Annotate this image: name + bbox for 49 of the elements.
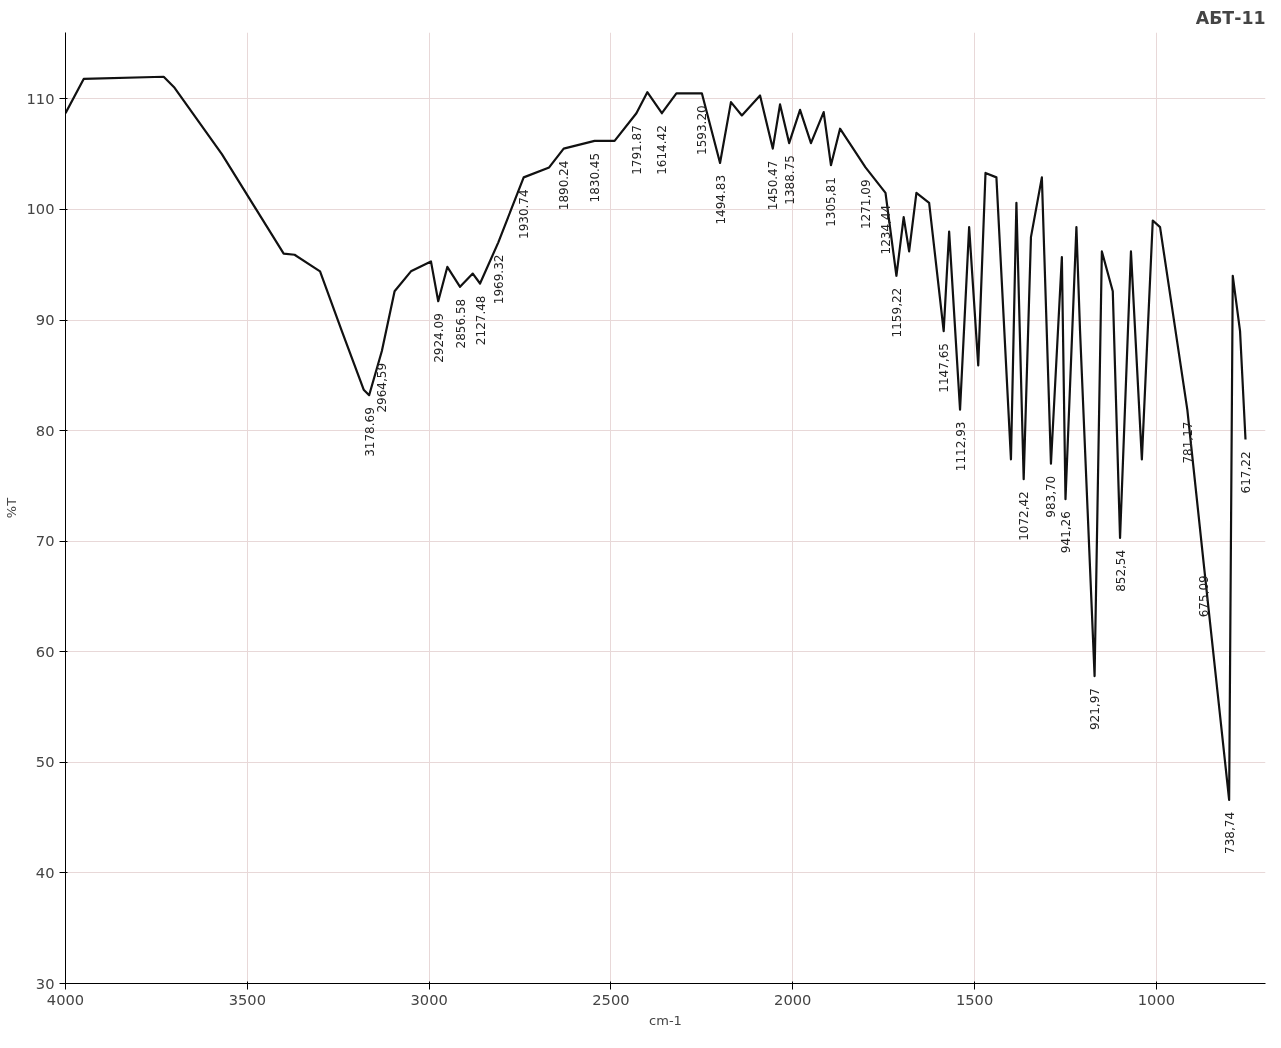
annotation: 941,26 <box>1059 511 1073 554</box>
x-tick-label: 4000 <box>46 990 85 1008</box>
x-tick-label: 1500 <box>955 990 994 1008</box>
y-tick-label: 110 <box>26 89 55 107</box>
annotation: 675,09 <box>1197 575 1212 618</box>
x-tick-label: 2000 <box>774 990 812 1008</box>
annotation: 852,54 <box>1113 549 1128 592</box>
annotation: 3178.69 <box>362 407 377 457</box>
x-tick-label: 3500 <box>228 990 266 1008</box>
x-axis-title: cm-1 <box>649 1012 682 1028</box>
y-tick-label: 70 <box>35 532 55 550</box>
annotation: 1930.74 <box>517 189 532 239</box>
annotation: 1305,81 <box>824 177 839 227</box>
annotation: 1112,93 <box>953 421 968 472</box>
annotation: 781,17 <box>1180 421 1195 464</box>
annotation: 1593.20 <box>695 105 710 155</box>
annotation: 617,22 <box>1239 451 1253 494</box>
annotation: 983,70 <box>1044 475 1059 518</box>
annotation: 1072,42 <box>1017 491 1032 541</box>
x-tick-label: 1000 <box>1137 990 1176 1008</box>
chart-title: АБТ-11 <box>1195 7 1266 28</box>
x-tick-label: 2500 <box>592 990 630 1008</box>
annotation: 1271,09 <box>859 179 873 230</box>
y-tick-label: 40 <box>35 863 55 881</box>
annotation: 1890.24 <box>557 160 572 211</box>
annotation: 1830.45 <box>588 152 603 203</box>
annotation: 2856.58 <box>453 298 468 349</box>
annotation: 1494.83 <box>713 174 728 225</box>
annotation: 1791.87 <box>629 125 644 175</box>
y-tick-label: 80 <box>35 421 55 439</box>
annotation: 1614.42 <box>655 125 670 175</box>
y-tick-label: 30 <box>35 974 55 992</box>
annotation: 2964,59 <box>375 362 390 413</box>
y-tick-label: 50 <box>35 753 55 771</box>
y-tick-label: 90 <box>35 311 55 329</box>
y-axis-title: %T <box>3 497 19 519</box>
annotation: 1969.32 <box>491 254 506 305</box>
annotation: 1388.75 <box>782 155 797 205</box>
y-tick-label: 100 <box>26 200 55 218</box>
annotation: 1450.47 <box>766 160 781 211</box>
annotation: 738,74 <box>1222 811 1237 854</box>
annotation: 2127.48 <box>473 295 488 346</box>
annotation: 1234,44 <box>879 204 893 255</box>
x-tick-label: 3000 <box>410 990 448 1008</box>
annotation: 2924.09 <box>431 313 446 363</box>
annotation: 1159,22 <box>889 287 904 338</box>
annotation: 921,97 <box>1088 688 1103 731</box>
y-tick-label: 60 <box>35 642 55 660</box>
annotation: 1147,65 <box>937 343 952 393</box>
